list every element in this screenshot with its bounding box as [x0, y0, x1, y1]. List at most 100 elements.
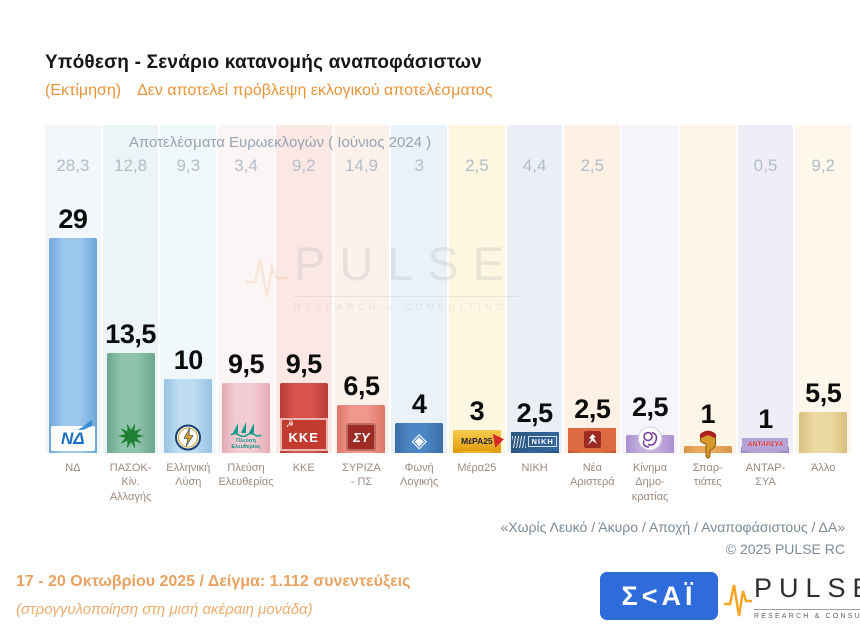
party-column-11: 2,5: [622, 125, 678, 453]
party-name-label: Άλλο: [811, 462, 836, 474]
pulse-logo: PULSE RESEARCH & CONSULTING: [724, 570, 860, 624]
party-logo: [568, 428, 617, 451]
party-column-3: 9,3 10: [160, 125, 217, 453]
party-logo: ΜέΡΑ25: [452, 430, 506, 451]
euro-results-header: Αποτελέσματα Ευρωεκλογών ( Ιούνιος 2024 …: [128, 134, 432, 151]
poll-bar: [799, 412, 848, 453]
poll-value-label: 29: [58, 204, 88, 235]
poll-value-label: 9,5: [285, 348, 323, 379]
subtitle: (Εκτίμηση) Δεν αποτελεί πρόβλεψη εκλογικο…: [45, 82, 492, 100]
mera25-logo: ΜέΡΑ25: [452, 430, 506, 451]
party-logo: ΝΔ: [50, 420, 95, 451]
pulse-wordmark: PULSE: [754, 572, 860, 603]
page-title: Υπόθεση - Σενάριο κατανομής αναποφάσιστω…: [45, 52, 482, 73]
euro-result-value: 9,3: [176, 156, 201, 175]
rounding-note: (στρογγυλοποίηση στη μισή ακέραιη μονάδα…: [16, 601, 313, 618]
euro-result-value: 4,4: [522, 156, 547, 175]
syriza-logo: ΣΥ: [346, 423, 377, 451]
poll-value-label: 5,5: [805, 378, 842, 409]
party-name-label: ΣΥΡΙΖΑ - ΠΣ: [342, 462, 381, 489]
poll-value-label: 2,5: [574, 394, 611, 424]
foni-logikis-emblem-icon: ◈: [411, 430, 427, 452]
party-column-7: 3 4 ◈: [391, 125, 448, 453]
euro-result-value: 14,9: [344, 156, 378, 175]
party-column-13: 0,5 1 ΑΝΤΑΡΣΥΑ: [737, 125, 794, 453]
poll-value-label: 1: [758, 404, 773, 434]
euro-result-value: 3,4: [234, 156, 258, 175]
niki-stripes-icon: [512, 435, 527, 448]
plefsi-wordmark: Πλεύση Ελευθερίας: [231, 437, 261, 451]
plefsi-logo: Πλεύση Ελευθερίας: [229, 421, 263, 451]
party-name-label: ΠΑΣΟΚ-Κίν. Αλλαγής: [109, 462, 152, 503]
party-name-label: Φωνή Λογικής: [400, 462, 439, 489]
euro-result-value: 9,2: [811, 156, 836, 175]
poll-bar: [395, 423, 444, 453]
party-column-14: 9,2 5,5: [795, 125, 852, 453]
party-logo: [695, 430, 720, 461]
mera25-arrow-icon: [492, 432, 506, 448]
mera25-wordmark: ΜέΡΑ25: [461, 435, 493, 446]
niki-wordmark: ΝΙΚΗ: [528, 436, 557, 447]
poll-bar: [48, 238, 97, 453]
poll-value-label: 2,5: [632, 392, 669, 422]
party-column-2: 12,8 13,5: [102, 125, 159, 453]
nd-wordmark: ΝΔ: [61, 429, 85, 448]
party-logo: ☭ ΚΚΕ: [279, 418, 328, 451]
party-name-label: ΝΔ: [65, 462, 81, 474]
poll-value-label: 4: [411, 389, 427, 420]
poll-value-label: 6,5: [343, 370, 380, 401]
sailboat-icon: [230, 421, 262, 437]
party-logo: ΣΥ: [346, 423, 377, 451]
antarsya-wordmark: ΑΝΤΑΡΣΥΑ: [747, 441, 784, 448]
subtitle-text: Δεν αποτελεί πρόβλεψη εκλογικού αποτελέσ…: [137, 82, 493, 99]
poll-bar: [222, 382, 271, 453]
bar-chart: 28,3 29 ΝΔ 12,8 13,5 9,3 10 3,4 9,5 Πλεύση Ελ…: [45, 125, 852, 459]
party-name-label: Κίνημα Δημο- κρατίας: [631, 462, 669, 503]
niki-logo: ΝΙΚΗ: [510, 432, 559, 451]
pulse-waveform-icon: [724, 584, 752, 617]
subtitle-prefix: (Εκτίμηση): [45, 82, 122, 99]
euro-result-value: 2,5: [580, 156, 605, 175]
party-name-label: ΚΚΕ: [292, 462, 315, 474]
poll-value-label: 9,5: [227, 348, 265, 379]
euro-result-value: 3: [414, 156, 424, 175]
nea-aristera-logo: [568, 428, 617, 451]
pasok-sun-icon: [117, 423, 144, 449]
nd-logo: ΝΔ: [50, 420, 95, 451]
party-name-label: Σπαρ- τιάτες: [692, 462, 723, 489]
party-logo: ΑΝΤΑΡΣΥΑ: [742, 438, 789, 451]
fieldwork-dates-sample: 17 - 20 Οκτωβρίου 2025 / Δείγμα: 1.112 σ…: [16, 573, 411, 590]
kke-logo: ☭ ΚΚΕ: [279, 418, 328, 451]
party-logo: ΝΙΚΗ: [510, 432, 559, 451]
euro-result-value: 2,5: [465, 156, 489, 175]
party-name-label: ΝΙΚΗ: [521, 462, 548, 474]
poll-value-label: 13,5: [105, 319, 156, 350]
poll-value-label: 1: [700, 399, 716, 429]
party-column-5: 9,2 9,5 ☭ ΚΚΕ: [275, 125, 332, 453]
party-column-8: 2,5 3 ΜέΡΑ25: [449, 125, 506, 453]
nd-flag-icon: [77, 420, 92, 430]
party-logo: [116, 421, 146, 451]
party-name-label: Μέρα25: [457, 462, 497, 474]
party-logo: [175, 424, 202, 451]
party-logo: Πλεύση Ελευθερίας: [229, 421, 263, 451]
kinima-dimokratias-flower-icon: [638, 426, 663, 451]
euro-result-value: 12,8: [114, 156, 148, 175]
pulse-tagline: RESEARCH & CONSULTING: [754, 608, 860, 620]
syriza-wordmark: ΣΥ: [353, 429, 370, 445]
copyright-note: © 2025 PULSE RC: [725, 541, 845, 557]
euro-result-value: 0,5: [753, 156, 778, 175]
euro-result-value: 9,2: [291, 156, 316, 175]
exclusions-note: «Χωρίς Λευκό / Άκυρο / Αποχή / Αναποφάσι…: [500, 519, 845, 535]
skai-logo: Σ<ΑΪ: [600, 572, 718, 620]
euro-result-value: 28,3: [56, 156, 90, 175]
nea-aristera-figure-icon: [583, 431, 601, 448]
hammer-sickle-icon: ☭: [285, 419, 294, 429]
party-column-1: 28,3 29 ΝΔ: [45, 125, 101, 453]
poll-value-label: 3: [469, 396, 485, 426]
party-logo: ◈: [411, 431, 426, 451]
party-column-9: 4,4 2,5 ΝΙΚΗ: [506, 125, 563, 453]
antarsya-logo: ΑΝΤΑΡΣΥΑ: [742, 438, 789, 451]
spartiates-helmet-icon: [699, 430, 717, 459]
